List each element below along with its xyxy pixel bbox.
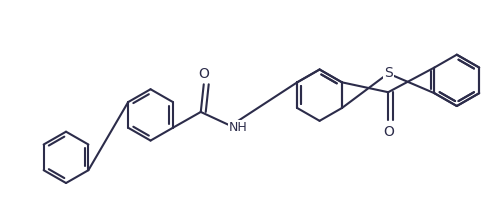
Text: O: O <box>198 67 209 81</box>
Text: O: O <box>383 125 394 139</box>
Text: S: S <box>384 67 393 80</box>
Text: NH: NH <box>229 121 248 134</box>
